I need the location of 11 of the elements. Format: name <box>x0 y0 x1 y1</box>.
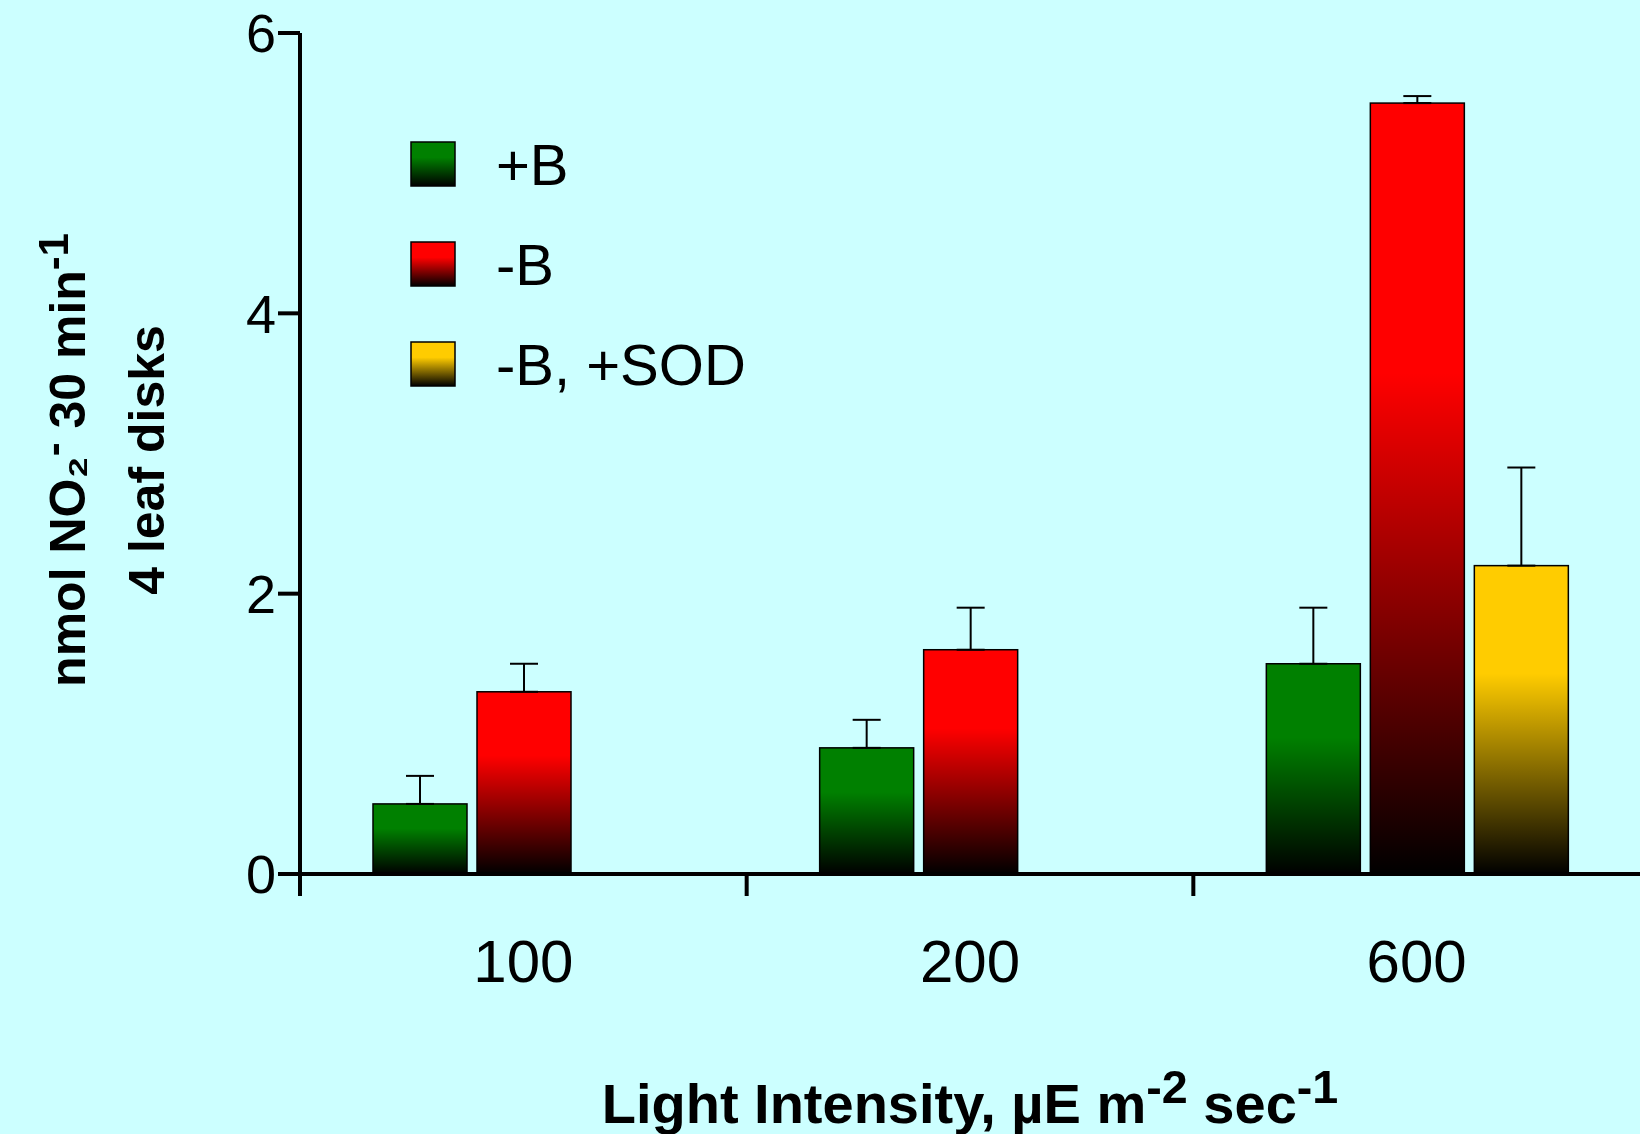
y-tick-label: 6 <box>245 3 276 64</box>
x-tick-label: 100 <box>473 928 574 995</box>
x-axis-title: Light Intensity, µE m$^{-2}$ sec$^{-1}$ <box>600 1060 1340 1134</box>
x-tick-label: 600 <box>1366 928 1467 995</box>
legend-label: +B <box>496 130 569 198</box>
legend-label: -B, +SOD <box>496 330 746 398</box>
y-tick-label: 2 <box>245 563 276 624</box>
legend-label: -B <box>496 230 554 298</box>
y-tick-label: 4 <box>245 283 276 344</box>
x-tick-label: 200 <box>919 928 1021 995</box>
y-tick-label: 0 <box>245 844 276 905</box>
